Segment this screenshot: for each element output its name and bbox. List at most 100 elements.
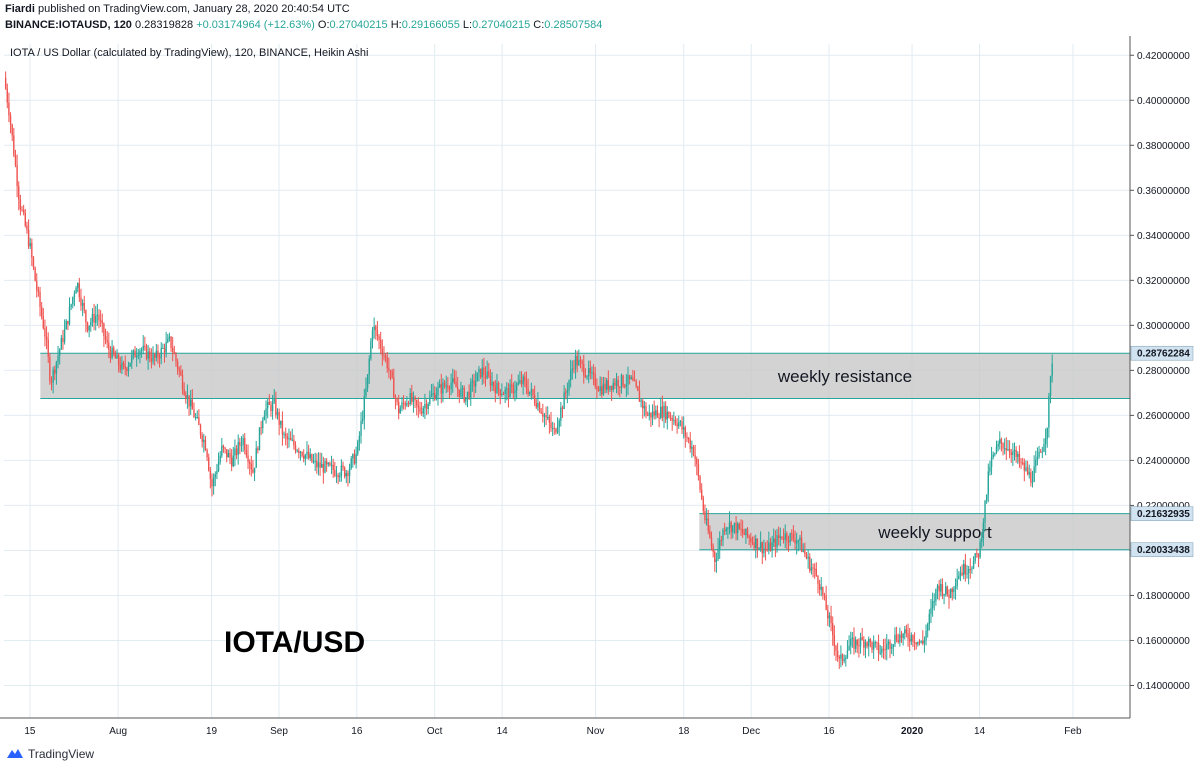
candle-body (371, 330, 374, 342)
candle-body (543, 415, 546, 417)
candle-body (777, 535, 780, 538)
y-tick-label: 0.16000000 (1137, 636, 1190, 647)
candle-body (586, 376, 588, 378)
x-tick-label: 14 (974, 726, 986, 737)
candle-body (386, 357, 388, 369)
candle-body (298, 450, 300, 453)
candle-body (723, 530, 726, 532)
tradingview-logo-icon (7, 749, 23, 758)
candle-body (78, 283, 81, 298)
candle-body (907, 632, 909, 639)
candle-body (26, 225, 28, 230)
candle-body (250, 463, 253, 470)
candle-body (881, 648, 883, 653)
candle-body (587, 367, 590, 377)
candle-body (176, 361, 179, 369)
candle-body (357, 441, 359, 454)
candle-body (514, 390, 516, 394)
candle-body (353, 454, 356, 464)
candle-body (946, 586, 949, 595)
candle-body (746, 528, 749, 537)
candle-body (761, 542, 763, 554)
candle-body (1035, 459, 1037, 467)
candle-body (406, 403, 408, 406)
candle-body (1002, 443, 1004, 449)
candles-layer (4, 71, 1053, 669)
candle-body (941, 583, 944, 596)
candle-body (887, 641, 890, 645)
price-tag-label: 0.21632935 (1137, 509, 1190, 520)
candle-body (73, 293, 76, 298)
candle-body (728, 522, 731, 529)
candle-body (425, 404, 428, 409)
price-tag-box (1130, 345, 1194, 361)
candle-body (1028, 472, 1030, 475)
candle-body (453, 378, 456, 382)
candle-body (522, 376, 524, 385)
candle-body (501, 393, 503, 396)
candle-body (57, 355, 59, 362)
candle-body (460, 388, 462, 397)
candle-body (437, 387, 439, 395)
candle-body (692, 446, 695, 456)
candle-body (779, 536, 781, 538)
candle-body (820, 586, 822, 590)
candle-body (407, 403, 410, 405)
candle-body (576, 355, 578, 366)
candle-body (886, 644, 888, 650)
candle-body (445, 385, 447, 387)
candle-body (679, 421, 682, 423)
candle-body (697, 464, 700, 477)
candle-body (309, 454, 311, 459)
candle-body (29, 243, 31, 247)
open-value: 0.27040215 (329, 19, 388, 31)
candle-body (391, 371, 393, 378)
candle-body (894, 634, 896, 645)
candle-body (969, 568, 971, 570)
candle-body (1015, 449, 1017, 457)
candle-body (565, 392, 567, 394)
axes-layer: 0.140000000.160000000.180000000.20000000… (0, 36, 1194, 737)
candle-body (99, 320, 102, 322)
candle-body (1046, 427, 1048, 439)
candle-body (401, 402, 403, 409)
candle-body (630, 377, 632, 379)
candle-body (368, 358, 370, 375)
price-chart[interactable]: weekly resistance weekly support 0.140000… (0, 36, 1200, 741)
candle-body (735, 523, 737, 534)
candle-body (953, 588, 955, 593)
candle-body (471, 380, 474, 383)
candle-body (150, 358, 153, 362)
candle-body (625, 384, 628, 387)
candle-body (607, 380, 610, 390)
candle-body (871, 642, 873, 650)
candle-body (805, 554, 808, 559)
candle-body (769, 542, 772, 551)
y-tick-label: 0.18000000 (1137, 591, 1190, 602)
candle-body (75, 287, 77, 294)
candle-body (388, 368, 390, 371)
candle-body (717, 549, 719, 560)
candle-body (637, 386, 639, 391)
candle-body (994, 452, 996, 455)
candle-body (217, 462, 220, 471)
candle-body (920, 641, 922, 643)
candle-body (948, 594, 950, 599)
candle-body (316, 460, 318, 468)
candle-body (456, 387, 459, 390)
candle-body (642, 400, 644, 409)
candle-body (682, 427, 685, 430)
candle-body (561, 407, 564, 410)
candle-body (599, 386, 601, 392)
author-name[interactable]: Fiardi (5, 3, 35, 15)
y-tick-label: 0.36000000 (1137, 186, 1190, 197)
candle-body (330, 464, 333, 466)
candle-body (135, 356, 138, 358)
candle-body (638, 390, 641, 402)
candle-body (768, 542, 770, 550)
candle-body (658, 417, 660, 419)
candle-body (645, 405, 647, 415)
candle-body (239, 442, 241, 446)
candle-body (533, 395, 536, 403)
candle-body (758, 548, 760, 550)
